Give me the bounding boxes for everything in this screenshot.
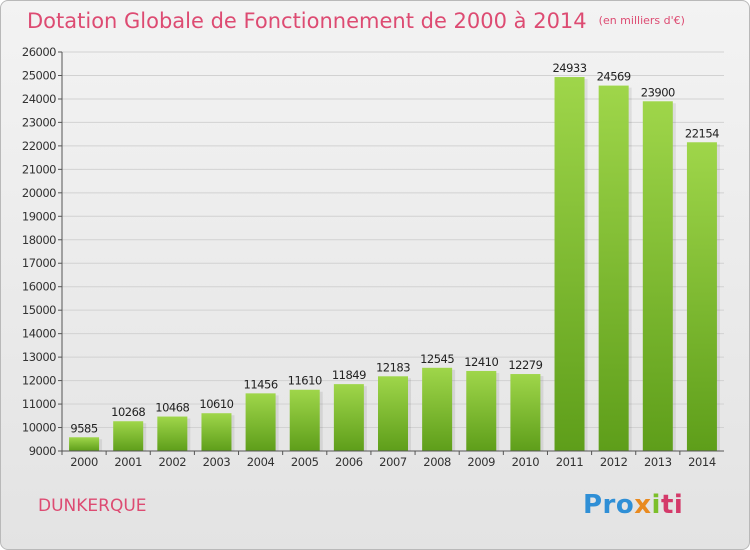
data-label: 24933 — [552, 61, 586, 75]
x-tick-label: 2005 — [291, 455, 319, 469]
unit-label: (en milliers d'€) — [598, 14, 685, 27]
bar — [245, 393, 276, 451]
data-label: 12279 — [508, 358, 542, 372]
x-tick-label: 2002 — [158, 455, 186, 469]
bar — [289, 389, 320, 451]
bar — [642, 101, 673, 451]
y-tick-label: 22000 — [22, 139, 56, 153]
bar — [466, 370, 497, 451]
x-tick-label: 2000 — [70, 455, 98, 469]
data-label: 12410 — [464, 355, 498, 369]
data-label: 10610 — [199, 397, 233, 411]
x-tick-label: 2013 — [644, 455, 672, 469]
bar — [554, 77, 585, 451]
axes: 9000 10000 11000 12000 13000 14000 15000 16000 1… — [22, 45, 724, 469]
y-tick-label: 14000 — [22, 327, 56, 341]
y-tick-label: 23000 — [22, 115, 56, 129]
x-tick-label: 2010 — [512, 455, 540, 469]
x-tick-label: 2011 — [556, 455, 584, 469]
data-label: 23900 — [641, 85, 675, 99]
data-label: 10268 — [111, 405, 145, 419]
y-tick-label: 16000 — [22, 280, 56, 294]
x-tick-label: 2012 — [600, 455, 628, 469]
y-tick-label: 10000 — [22, 421, 56, 435]
bar — [333, 384, 364, 451]
y-tick-label: 18000 — [22, 233, 56, 247]
logo-part-4: ti — [660, 490, 684, 520]
logo-part-3: i — [651, 490, 661, 520]
bar — [378, 376, 408, 451]
data-labels: 9585 10268 10468 10610 11456 11610 11849 12183 1… — [70, 61, 719, 435]
proxiti-logo: Proxiti — [583, 490, 683, 520]
y-tick-label: 19000 — [22, 209, 56, 223]
y-tick-label: 24000 — [22, 92, 56, 106]
bar — [157, 416, 188, 451]
x-tick-label: 2004 — [247, 455, 275, 469]
x-tick-label: 2009 — [467, 455, 495, 469]
data-label: 11456 — [244, 377, 278, 391]
bar — [422, 367, 453, 451]
bar — [113, 421, 144, 451]
data-label: 9585 — [70, 421, 97, 435]
y-tick-label: 25000 — [22, 68, 56, 82]
chart-title: Dotation Globale de Fonctionnement de 20… — [27, 9, 685, 33]
data-label: 11610 — [288, 374, 322, 388]
bars — [69, 77, 720, 451]
y-tick-label: 26000 — [22, 45, 56, 59]
y-tick-label: 20000 — [22, 186, 56, 200]
x-tick-label: 2003 — [203, 455, 231, 469]
y-tick-label: 13000 — [22, 350, 56, 364]
bar — [686, 142, 717, 451]
x-tick-label: 2008 — [423, 455, 451, 469]
title-text: Dotation Globale de Fonctionnement de 20… — [27, 9, 587, 33]
x-tick-label: 2006 — [335, 455, 363, 469]
logo-part-2: x — [634, 490, 652, 520]
data-label: 24569 — [597, 70, 631, 84]
data-label: 12545 — [420, 352, 454, 366]
y-tick-label: 9000 — [29, 444, 56, 458]
y-tick-label: 11000 — [22, 397, 56, 411]
bar — [510, 374, 541, 451]
city-name: DUNKERQUE — [38, 496, 147, 516]
bar — [598, 85, 629, 451]
y-tick-label: 15000 — [22, 303, 56, 317]
y-tick-label: 17000 — [22, 256, 56, 270]
data-label: 22154 — [685, 126, 719, 140]
data-label: 12183 — [376, 360, 410, 374]
x-tick-label: 2014 — [688, 455, 716, 469]
data-label: 11849 — [332, 368, 366, 382]
bar — [201, 413, 232, 451]
x-tick-label: 2007 — [379, 455, 407, 469]
y-tick-label: 21000 — [22, 162, 56, 176]
data-label: 10468 — [155, 401, 189, 415]
logo-part-1: Pro — [583, 490, 635, 520]
y-tick-label: 12000 — [22, 374, 56, 388]
x-tick-label: 2001 — [114, 455, 142, 469]
bar — [69, 437, 100, 451]
